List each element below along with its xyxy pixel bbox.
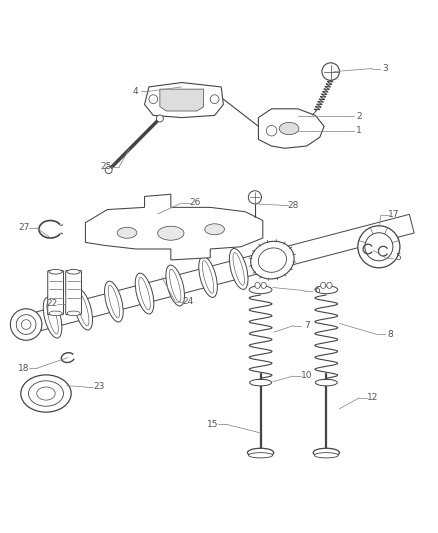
Polygon shape — [160, 89, 204, 111]
Text: 22: 22 — [46, 299, 57, 308]
Ellipse shape — [37, 387, 55, 400]
Text: 1: 1 — [356, 126, 362, 135]
Circle shape — [322, 63, 339, 80]
Text: 17: 17 — [389, 211, 400, 219]
Ellipse shape — [315, 379, 337, 386]
Ellipse shape — [249, 453, 272, 458]
Ellipse shape — [78, 293, 89, 326]
Circle shape — [105, 167, 112, 174]
Ellipse shape — [158, 226, 184, 240]
Ellipse shape — [202, 261, 214, 293]
Ellipse shape — [135, 273, 154, 314]
Ellipse shape — [43, 297, 62, 338]
Ellipse shape — [47, 301, 58, 334]
Ellipse shape — [74, 289, 92, 330]
Circle shape — [358, 226, 400, 268]
Ellipse shape — [105, 281, 123, 322]
Polygon shape — [145, 83, 223, 118]
Ellipse shape — [108, 285, 120, 318]
Text: 2: 2 — [357, 112, 362, 121]
Circle shape — [266, 125, 277, 136]
Text: 23: 23 — [93, 383, 104, 391]
Circle shape — [248, 191, 261, 204]
Ellipse shape — [255, 282, 260, 288]
Text: 8: 8 — [387, 330, 393, 339]
Ellipse shape — [166, 265, 184, 306]
Text: 12: 12 — [367, 393, 378, 402]
Text: 25: 25 — [100, 162, 112, 171]
Text: 15: 15 — [207, 419, 218, 429]
FancyBboxPatch shape — [48, 270, 64, 314]
Text: 5: 5 — [396, 253, 402, 262]
FancyBboxPatch shape — [66, 270, 81, 314]
Ellipse shape — [321, 282, 326, 288]
Text: 4: 4 — [133, 87, 138, 96]
Text: 28: 28 — [288, 201, 299, 209]
Text: 18: 18 — [18, 364, 30, 373]
Ellipse shape — [170, 269, 181, 302]
Text: 27: 27 — [18, 223, 30, 232]
Ellipse shape — [279, 123, 299, 135]
Ellipse shape — [247, 448, 274, 457]
Text: 24: 24 — [183, 297, 194, 306]
Circle shape — [365, 233, 393, 261]
Ellipse shape — [261, 282, 266, 288]
Ellipse shape — [11, 309, 42, 340]
Text: 6: 6 — [314, 286, 321, 295]
Ellipse shape — [205, 224, 224, 235]
Ellipse shape — [230, 248, 248, 289]
Ellipse shape — [49, 270, 62, 274]
Ellipse shape — [315, 286, 338, 294]
Ellipse shape — [139, 277, 150, 310]
Ellipse shape — [251, 241, 294, 279]
Ellipse shape — [21, 320, 31, 329]
Ellipse shape — [16, 314, 36, 334]
Ellipse shape — [28, 381, 64, 406]
Polygon shape — [36, 214, 414, 330]
Ellipse shape — [21, 375, 71, 412]
Polygon shape — [85, 194, 263, 260]
Ellipse shape — [249, 286, 272, 294]
Ellipse shape — [258, 248, 286, 272]
Ellipse shape — [49, 311, 62, 316]
Circle shape — [210, 95, 219, 103]
Ellipse shape — [327, 282, 332, 288]
Polygon shape — [258, 109, 324, 148]
Ellipse shape — [314, 453, 338, 458]
Text: 7: 7 — [304, 321, 310, 330]
Ellipse shape — [233, 253, 244, 285]
Ellipse shape — [67, 311, 80, 316]
Text: 10: 10 — [301, 372, 312, 381]
Ellipse shape — [117, 227, 137, 238]
Text: 26: 26 — [189, 198, 201, 207]
Ellipse shape — [67, 270, 80, 274]
Ellipse shape — [250, 379, 272, 386]
Circle shape — [149, 95, 158, 103]
Text: 3: 3 — [382, 64, 389, 73]
Circle shape — [156, 115, 163, 122]
Ellipse shape — [199, 256, 217, 297]
Ellipse shape — [313, 448, 339, 457]
